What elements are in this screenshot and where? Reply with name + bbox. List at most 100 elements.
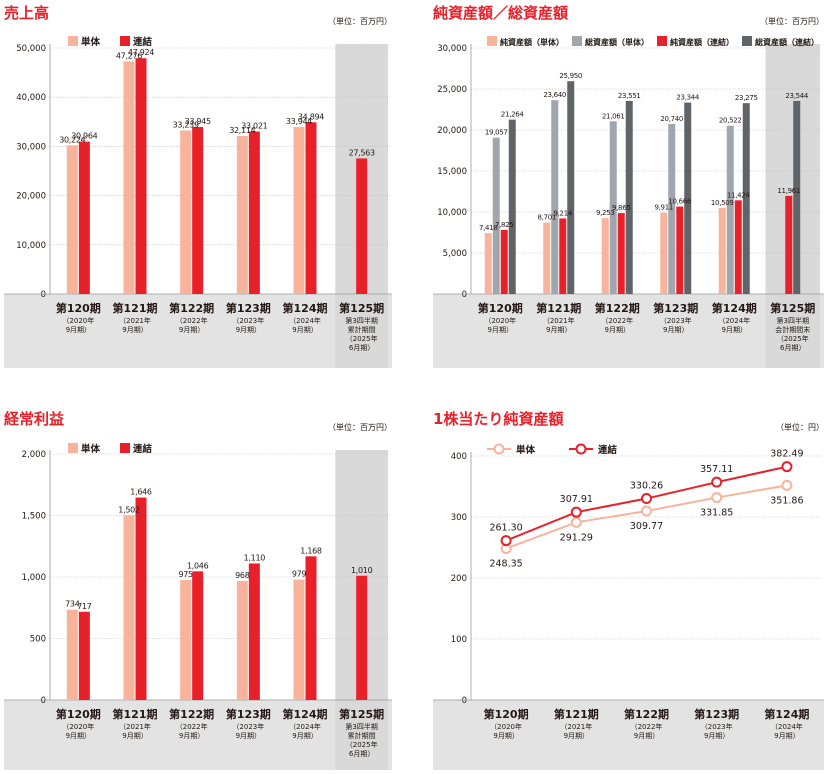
legend-label: 連結 bbox=[598, 444, 618, 456]
x-tick-sublabel: 9月期） bbox=[704, 732, 729, 740]
x-tick-sublabel: 9月期） bbox=[634, 732, 659, 740]
data-label: 9,253 bbox=[596, 209, 615, 217]
data-label: 30,224 bbox=[59, 135, 85, 144]
data-label: 34,894 bbox=[298, 112, 324, 121]
y-tick-label: 10,000 bbox=[437, 208, 467, 218]
x-tick-sublabel: 累計期間 bbox=[348, 731, 376, 740]
x-tick-sublabel: （2023年 bbox=[232, 722, 264, 731]
x-tick-sublabel: 9月期） bbox=[663, 326, 688, 334]
unit-label: （単位：百万円） bbox=[760, 17, 824, 26]
unit-label: （単位：百万円） bbox=[328, 17, 392, 26]
x-tick-sublabel: 9月期） bbox=[292, 326, 317, 334]
y-tick-label: 20,000 bbox=[437, 126, 467, 136]
x-tick-label: 第123期 bbox=[694, 707, 739, 721]
unit-label: （単位：円） bbox=[776, 423, 824, 432]
x-tick-sublabel: （2021年 bbox=[119, 316, 151, 325]
x-tick-sublabel: 第3四半期 bbox=[777, 316, 809, 325]
x-tick-label: 第121期 bbox=[554, 707, 599, 721]
x-tick-sublabel: 9月期） bbox=[564, 732, 589, 740]
x-tick-label: 第124期 bbox=[712, 301, 757, 315]
legend-label: 純資産額（連結） bbox=[670, 37, 734, 47]
x-tick-sublabel: （2023年 bbox=[701, 722, 733, 731]
bar bbox=[718, 207, 726, 294]
x-tick-sublabel: 9月期） bbox=[66, 732, 91, 740]
x-tick-sublabel: 9月期） bbox=[122, 326, 147, 334]
bar bbox=[356, 158, 368, 294]
x-axis-band bbox=[433, 294, 824, 368]
data-label: 11,961 bbox=[777, 187, 800, 195]
bar bbox=[236, 135, 248, 294]
legend-marker bbox=[575, 443, 587, 455]
x-tick-sublabel: （2020年 bbox=[62, 316, 94, 325]
bar bbox=[248, 131, 260, 294]
legend-label: 総資産額（単体） bbox=[585, 37, 649, 47]
data-label: 21,264 bbox=[501, 111, 525, 119]
x-tick-sublabel: 6月期） bbox=[349, 344, 374, 352]
data-label: 717 bbox=[77, 602, 92, 611]
bar bbox=[492, 137, 500, 294]
x-tick-sublabel: （2022年 bbox=[176, 722, 208, 731]
x-tick-sublabel: （2020年 bbox=[484, 316, 516, 325]
x-tick-sublabel: （2024年 bbox=[771, 722, 803, 731]
y-tick-label: 15,000 bbox=[437, 167, 467, 177]
y-tick-label: 1,000 bbox=[22, 573, 46, 583]
x-tick-label: 第125期 bbox=[339, 707, 384, 721]
y-tick-label: 20,000 bbox=[16, 192, 46, 202]
x-tick-label: 第121期 bbox=[113, 301, 158, 315]
data-label: 7,418 bbox=[479, 224, 498, 232]
x-tick-sublabel: （2021年 bbox=[543, 316, 575, 325]
bar bbox=[742, 103, 750, 295]
y-tick-label: 10,000 bbox=[16, 241, 46, 251]
x-tick-label: 第123期 bbox=[226, 301, 271, 315]
x-tick-sublabel: 6月期） bbox=[780, 344, 805, 352]
data-point bbox=[781, 479, 793, 491]
bar bbox=[684, 102, 692, 295]
bar bbox=[180, 130, 192, 294]
x-tick-sublabel: （2021年 bbox=[560, 722, 592, 731]
bar bbox=[192, 126, 204, 294]
y-tick-label: 500 bbox=[30, 635, 46, 645]
x-tick-label: 第120期 bbox=[478, 301, 523, 315]
x-tick-sublabel: 累計期間 bbox=[348, 325, 376, 334]
data-label: 1,010 bbox=[351, 566, 373, 575]
bar bbox=[123, 61, 135, 294]
data-label: 23,640 bbox=[543, 91, 566, 99]
y-tick-label: 400 bbox=[451, 452, 467, 462]
x-tick-sublabel: （2024年 bbox=[289, 316, 321, 325]
x-tick-sublabel: 9月期） bbox=[179, 326, 204, 334]
bar bbox=[726, 125, 734, 294]
chart-title: 経常利益 bbox=[4, 410, 65, 428]
x-tick-sublabel: （2024年 bbox=[718, 316, 750, 325]
x-tick-label: 第122期 bbox=[624, 707, 669, 721]
legend-label: 連結 bbox=[133, 36, 153, 48]
x-tick-sublabel: 9月期） bbox=[179, 732, 204, 740]
bar bbox=[236, 580, 248, 700]
y-tick-label: 30,000 bbox=[437, 44, 467, 54]
bar bbox=[135, 58, 147, 294]
bar bbox=[66, 145, 78, 294]
data-label: 20,740 bbox=[660, 115, 683, 123]
data-label: 291.29 bbox=[560, 532, 593, 543]
data-label: 19,057 bbox=[485, 129, 508, 137]
legend-swatch bbox=[657, 36, 667, 46]
x-tick-sublabel: 9月期） bbox=[292, 732, 317, 740]
bar bbox=[785, 195, 793, 294]
data-label: 33,021 bbox=[241, 122, 267, 131]
y-tick-label: 300 bbox=[451, 513, 467, 523]
x-tick-sublabel: （2022年 bbox=[631, 722, 663, 731]
bar bbox=[248, 563, 260, 700]
x-tick-sublabel: 第3四半期 bbox=[345, 316, 377, 325]
chart-title: 売上高 bbox=[4, 4, 50, 22]
x-tick-sublabel: 6月期） bbox=[349, 750, 374, 758]
assets-panel: 純資産額／総資産額 （単位：百万円） 0 5,000 10,000 15,000 20,… bbox=[433, 2, 824, 368]
data-point bbox=[641, 493, 652, 505]
x-tick-sublabel: 9月期） bbox=[236, 326, 261, 334]
data-label: 1,110 bbox=[244, 553, 266, 562]
x-tick-label: 第122期 bbox=[169, 301, 214, 315]
bar bbox=[135, 497, 147, 700]
data-label: 9,911 bbox=[654, 204, 673, 212]
bar bbox=[500, 229, 508, 294]
x-tick-label: 第122期 bbox=[595, 301, 640, 315]
data-label: 1,646 bbox=[130, 488, 152, 497]
chart-title: 1株当たり純資産額 bbox=[433, 410, 564, 428]
